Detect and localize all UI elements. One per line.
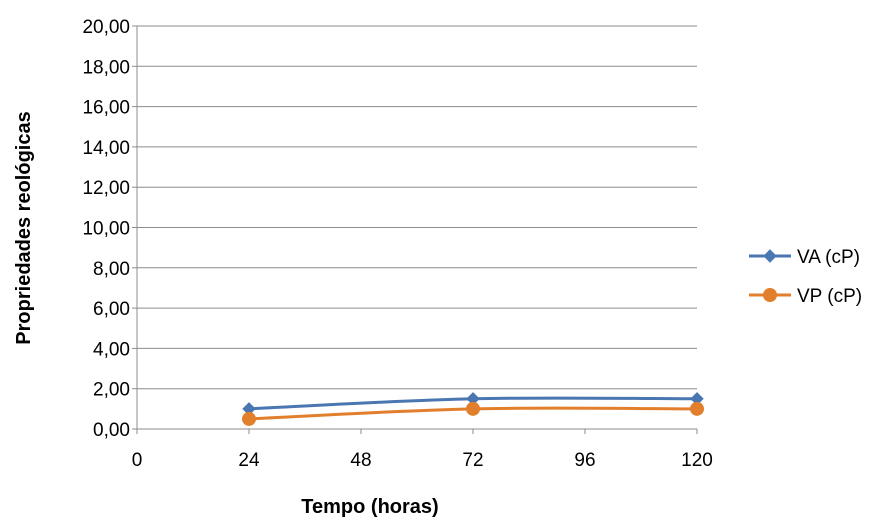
series-1-point-2: [690, 401, 704, 416]
y-tick-label: 8,00: [93, 259, 130, 280]
x-tick-label: 72: [462, 450, 483, 471]
y-axis-ticks: 0,00 2,00 4,00 6,00 8,00 10,00 12,00 14,00 16,00…: [82, 17, 130, 441]
series-group: [242, 392, 704, 426]
legend-marker-1: [763, 288, 777, 302]
y-tick-label: 14,00: [82, 138, 130, 159]
x-tick-label: 48: [350, 450, 371, 471]
axes: [132, 25, 698, 434]
legend-marker-0: [763, 249, 777, 263]
y-tick-label: 16,00: [82, 98, 130, 119]
y-tick-label: 20,00: [82, 17, 130, 38]
legend-label-1: VP (cP): [797, 286, 862, 307]
x-tick-label: 96: [574, 450, 595, 471]
y-axis-title: Propriedades reológicas: [13, 111, 35, 344]
x-tick-label: 0: [132, 450, 143, 471]
y-tick-label: 2,00: [93, 380, 130, 401]
y-tick-label: 6,00: [93, 299, 130, 320]
y-tick-label: 4,00: [93, 339, 130, 360]
legend-label-0: VA (cP): [797, 247, 860, 268]
y-tick-label: 18,00: [82, 57, 130, 78]
y-tick-label: 12,00: [82, 178, 130, 199]
x-axis-ticks: 0 24 48 72 96 120: [132, 450, 713, 471]
grid-lines: [137, 25, 697, 390]
x-tick-label: 120: [681, 450, 713, 471]
y-tick-label: 0,00: [93, 420, 130, 441]
series-1-point-0: [242, 411, 256, 426]
series-1-point-1: [466, 401, 480, 416]
legend: VA (cP) VP (cP): [749, 247, 862, 307]
y-tick-label: 10,00: [82, 219, 130, 240]
x-tick-label: 24: [238, 450, 260, 471]
x-axis-title: Tempo (horas): [301, 496, 438, 518]
